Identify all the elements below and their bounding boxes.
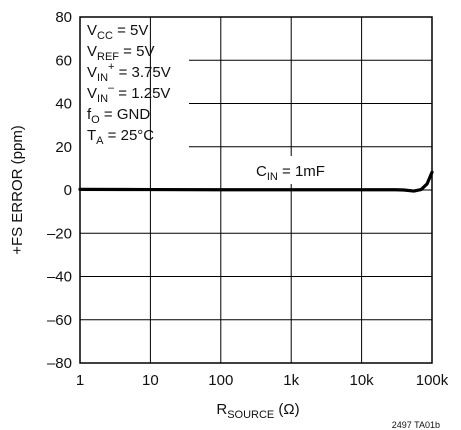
y-axis-title: +FS ERROR (ppm) — [9, 125, 26, 255]
series-label-symbol: C — [256, 163, 267, 180]
condition-subscript: IN — [97, 93, 108, 105]
x-axis-title-main: R — [216, 401, 227, 418]
series-line-0 — [78, 170, 434, 193]
grid-layer — [80, 17, 432, 363]
condition-symbol: T — [87, 127, 96, 144]
condition-value: = GND — [100, 106, 151, 123]
x-tick-label: 10k — [350, 372, 375, 389]
condition-symbol: V — [87, 85, 97, 102]
y-tick-label: 80 — [55, 9, 72, 26]
x-tick-label: 1k — [283, 372, 299, 389]
x-tick-label: 10 — [142, 372, 159, 389]
x-tick-label: 1 — [76, 372, 84, 389]
y-tick-label: 40 — [55, 96, 72, 113]
condition-superscript: + — [108, 61, 114, 73]
y-tick-label: 20 — [55, 139, 72, 156]
condition-superscript: – — [108, 82, 115, 94]
series-label: CIN = 1mF — [256, 163, 325, 183]
x-tick-label: 100 — [208, 372, 233, 389]
y-tick-label: –60 — [47, 312, 72, 329]
x-axis-title-subscript: SOURCE — [227, 409, 274, 421]
y-tick-label: 0 — [64, 182, 72, 199]
condition-value: = 5V — [113, 22, 148, 39]
condition-subscript: IN — [97, 72, 108, 84]
figure-id: 2497 TA01b — [392, 420, 440, 430]
series-label-subscript: IN — [267, 171, 278, 183]
condition-line: VIN– = 1.25V — [87, 82, 170, 105]
series-label-value: = 1mF — [278, 163, 325, 180]
condition-subscript: REF — [97, 51, 119, 63]
condition-subscript: CC — [97, 30, 113, 42]
conditions-box — [81, 18, 189, 184]
condition-line: VIN+ = 3.75V — [87, 61, 171, 84]
condition-symbol: f — [87, 106, 92, 123]
curve-layer — [78, 170, 434, 193]
x-axis-title: RSOURCE (Ω) — [216, 401, 299, 421]
condition-line: VCC = 5V — [87, 22, 148, 42]
y-tick-label: –80 — [47, 355, 72, 372]
condition-line: VREF = 5V — [87, 43, 154, 63]
condition-symbol: V — [87, 22, 97, 39]
series-label-backdrop — [253, 156, 337, 184]
condition-subscript: O — [91, 114, 100, 126]
y-tick-label: 60 — [55, 52, 72, 69]
condition-value: = 25°C — [104, 127, 155, 144]
condition-value: = 5V — [119, 43, 154, 60]
x-axis-title-unit: (Ω) — [274, 401, 299, 418]
condition-symbol: V — [87, 64, 97, 81]
tick-label-layer: 1 10 100 1k 10k 100k –80 –60 –40 –20 0 20 40 60 80 +FS … — [9, 9, 449, 421]
condition-line: fO = GND — [87, 106, 150, 126]
y-tick-label: –40 — [47, 269, 72, 286]
condition-value: = 1.25V — [114, 85, 170, 102]
x-tick-label: 100k — [416, 372, 449, 389]
condition-line: TA = 25°C — [87, 127, 154, 147]
condition-symbol: V — [87, 43, 97, 60]
condition-subscript: A — [96, 135, 104, 147]
condition-value: = 3.75V — [114, 64, 170, 81]
y-tick-label: –20 — [47, 225, 72, 242]
